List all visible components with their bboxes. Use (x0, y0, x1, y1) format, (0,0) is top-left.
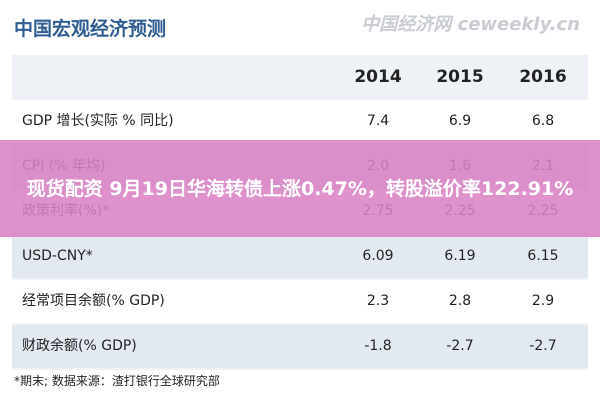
banner-text: 现货配资 9月19日华海转债上涨0.47%，转股溢价率122.91% (26, 177, 574, 200)
cell-value: 6.09 (362, 248, 394, 264)
cell-value: -1.8 (364, 338, 392, 354)
table-row: 财政余额(% GDP) -1.8 -2.7 -2.7 (12, 325, 588, 368)
footnote: *期末; 数据来源：渣打银行全球研究部 (14, 374, 220, 388)
table-row: 经常项目余额(% GDP) 2.3 2.8 2.9 (12, 280, 588, 323)
row-label: GDP 增长(实际 % 同比) (22, 113, 174, 129)
column-header: 2015 (436, 67, 484, 87)
table-row: GDP 增长(实际 % 同比) 7.4 6.9 6.8 (12, 100, 588, 143)
cell-value: -2.7 (446, 338, 474, 354)
column-header: 2014 (354, 67, 402, 87)
watermark: 中国经济网 ceweekly.cn (361, 14, 580, 35)
title: 中国宏观经济预测 (14, 18, 167, 40)
row-label: 经常项目余额(% GDP) (22, 293, 165, 309)
row-label: USD-CNY* (22, 248, 93, 264)
cell-value: 6.19 (444, 248, 476, 264)
cell-value: 6.8 (531, 113, 555, 129)
cell-value: 6.9 (448, 113, 472, 129)
cell-value: 2.8 (448, 293, 472, 309)
cell-value: -2.7 (529, 338, 557, 354)
column-header: 2016 (519, 67, 567, 87)
cell-value: 7.4 (366, 113, 390, 129)
cell-value: 2.9 (531, 293, 555, 309)
row-label: 财政余额(% GDP) (22, 338, 137, 354)
table-row: USD-CNY* 6.09 6.19 6.15 (12, 235, 588, 278)
banner: 现货配资 9月19日华海转债上涨0.47%，转股溢价率122.91% (0, 140, 600, 237)
cell-value: 6.15 (527, 248, 559, 264)
cell-value: 2.3 (366, 293, 390, 309)
